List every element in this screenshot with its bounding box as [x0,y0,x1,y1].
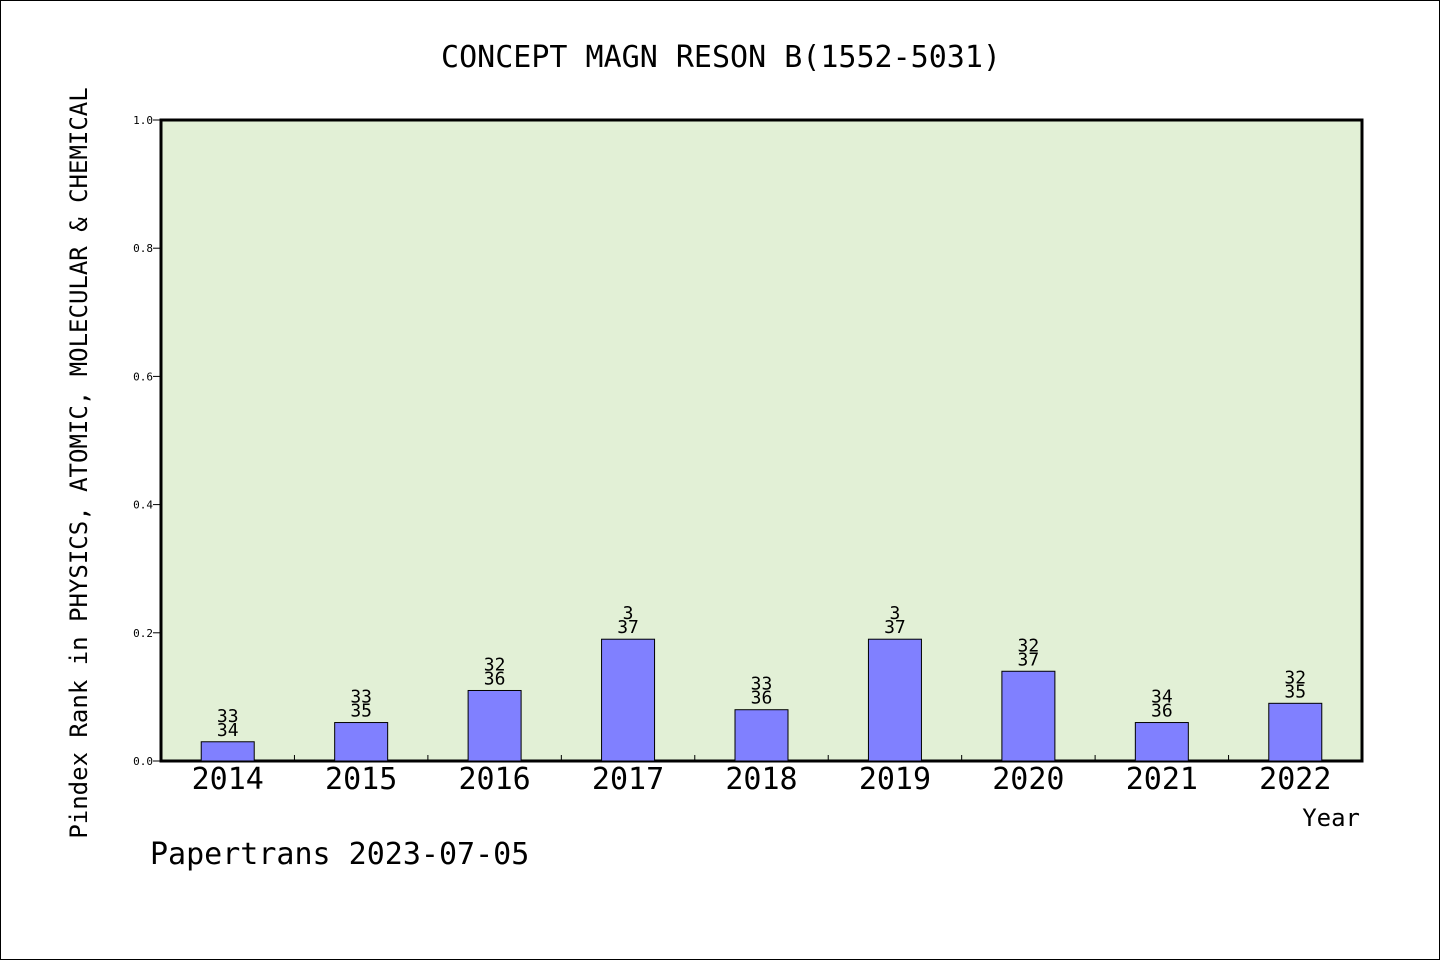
x-tick-label: 2016 [458,762,530,797]
bar-rank-label-bottom: 36 [1151,701,1173,722]
bar [200,741,255,762]
y-tick-label: 0.2 [133,627,153,640]
footer-credit: Papertrans 2023-07-05 [150,837,529,872]
x-axis-ticks: 2014 2015 2016 2017 2018 2019 2020 2021 2022 [192,755,1331,797]
bar-rank-label-top: 32 [484,654,506,675]
bar-rank-label-bottom: 37 [617,617,639,638]
bar-rank-label-bottom: 37 [884,617,906,638]
x-tick-label: 2020 [992,762,1064,797]
x-tick-label: 2017 [592,762,664,797]
x-tick-label: 2015 [325,762,397,797]
bar-rank-label-bottom: 36 [484,668,506,689]
bar-rank-label-bottom: 37 [1018,649,1040,670]
bar [867,638,922,762]
bar [334,722,389,762]
y-tick-label: 0.6 [133,370,153,383]
bar-rank-label-top: 3 [890,603,901,624]
y-axis-ticks: 0.0 0.2 0.4 0.6 0.8 1.0 [133,114,161,768]
bar [467,689,522,762]
bar-rank-label-top: 33 [217,706,239,727]
y-tick-label: 0.8 [133,242,153,255]
x-tick-label: 2018 [725,762,797,797]
bar-rank-label-top: 33 [350,687,372,708]
y-tick-label: 1.0 [133,114,153,127]
bar-rank-label-bottom: 35 [350,701,372,722]
bar-rank-label-bottom: 34 [217,720,239,741]
y-tick-label: 0.0 [133,755,153,768]
bar [1134,722,1189,762]
x-tick-label: 2014 [192,762,264,797]
x-tick-label: 2022 [1259,762,1331,797]
bar-rank-label-top: 34 [1151,687,1173,708]
bar [1001,670,1056,762]
bar [734,709,789,762]
bar-rank-label-bottom: 36 [751,688,773,709]
bar-rank-label-top: 32 [1284,667,1306,688]
y-tick-label: 0.4 [133,499,153,512]
bar [601,638,656,762]
bar-rank-label-top: 33 [751,674,773,695]
bar-rank-label-bottom: 35 [1284,681,1306,702]
chart-title: CONCEPT MAGN RESON B(1552-5031) [441,40,1001,75]
bar-rank-label-top: 3 [623,603,634,624]
x-tick-label: 2019 [859,762,931,797]
y-axis-label: Pindex Rank in PHYSICS, ATOMIC, MOLECULA… [65,87,93,838]
x-axis-label: Year [1302,804,1360,832]
bar-rank-label-top: 32 [1018,635,1040,656]
bar [1268,702,1323,762]
x-tick-label: 2021 [1126,762,1198,797]
plot-area [159,118,1364,763]
